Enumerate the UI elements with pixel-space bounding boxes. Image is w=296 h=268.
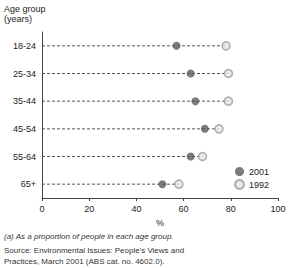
svg-text:18-24: 18-24 (13, 41, 36, 51)
svg-text:80: 80 (226, 204, 236, 214)
svg-text:1992: 1992 (249, 180, 269, 190)
svg-text:65+: 65+ (21, 179, 36, 189)
svg-text:%: % (156, 218, 164, 228)
svg-text:55-64: 55-64 (13, 152, 36, 162)
svg-text:0: 0 (39, 204, 44, 214)
svg-text:Age group: Age group (4, 4, 46, 14)
svg-text:(years): (years) (4, 14, 32, 24)
svg-text:(a) As a proportion of people: (a) As a proportion of people in each ag… (4, 232, 174, 241)
svg-text:35-44: 35-44 (13, 96, 36, 106)
svg-text:Practices, March 2001 (ABS cat: Practices, March 2001 (ABS cat. no. 4602… (4, 257, 165, 266)
svg-text:2001: 2001 (249, 167, 269, 177)
svg-text:Source: Environmental Issues:: Source: Environmental Issues: People's V… (4, 246, 184, 255)
svg-text:40: 40 (131, 204, 141, 214)
svg-text:25-34: 25-34 (13, 69, 36, 79)
svg-text:45-54: 45-54 (13, 124, 36, 134)
svg-text:60: 60 (179, 204, 189, 214)
svg-text:100: 100 (270, 204, 285, 214)
svg-text:20: 20 (84, 204, 94, 214)
